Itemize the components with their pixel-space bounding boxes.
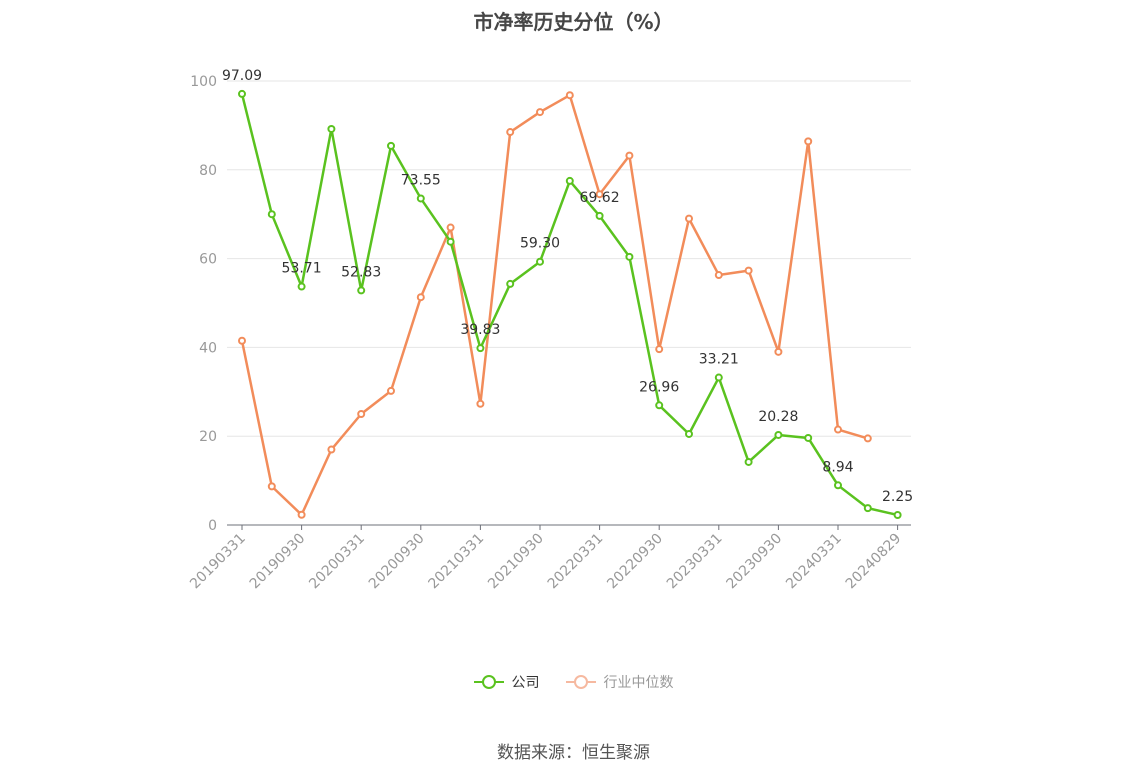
series-layer	[238, 89, 902, 520]
data-label: 73.55	[401, 172, 441, 188]
data-point	[357, 286, 366, 295]
data-point	[595, 190, 604, 199]
data-point	[238, 89, 246, 98]
data-point	[238, 336, 246, 345]
data-label: 33.21	[699, 352, 739, 368]
series-line	[240, 93, 869, 517]
data-label: 69.62	[580, 190, 620, 206]
data-point	[297, 510, 306, 519]
data-point	[655, 401, 664, 410]
data-point	[625, 151, 634, 160]
data-point	[267, 482, 276, 491]
data-point	[327, 124, 336, 133]
data-point	[834, 425, 842, 434]
data-point	[744, 266, 753, 275]
x-tick-label: 20200331	[306, 531, 368, 593]
data-point	[714, 373, 723, 382]
data-label: 26.96	[639, 379, 679, 395]
data-point	[476, 399, 485, 408]
data-label: 53.71	[282, 261, 322, 277]
legend-line-icon	[565, 674, 596, 690]
data-label: 59.30	[520, 236, 560, 252]
x-tick-label: 20220331	[545, 531, 607, 593]
data-point	[536, 257, 544, 266]
data-label: 52.83	[341, 264, 381, 280]
legend: 公司 行业中位数	[0, 672, 1147, 692]
data-point	[655, 345, 664, 354]
y-tick-label: 40	[199, 340, 217, 356]
x-tick-label: 20240829	[843, 531, 905, 593]
x-tick-label: 20200930	[366, 531, 428, 593]
data-label: 97.09	[222, 68, 262, 84]
x-tick-label: 20210930	[485, 531, 547, 593]
y-tick-label: 60	[199, 252, 217, 268]
data-point	[416, 293, 425, 302]
data-point	[565, 176, 574, 185]
x-tick-label: 20210331	[426, 531, 488, 593]
data-point	[804, 433, 813, 442]
data-point	[714, 271, 723, 280]
data-point	[565, 91, 574, 100]
data-point	[804, 137, 813, 146]
series-line	[240, 93, 898, 517]
data-point	[446, 223, 455, 232]
data-point	[625, 252, 634, 261]
x-tick-label: 20230930	[724, 531, 786, 593]
data-label: 20.28	[758, 409, 798, 425]
data-point	[685, 429, 693, 438]
x-tick-label: 20190930	[247, 531, 309, 593]
y-tick-label: 20	[199, 429, 217, 445]
y-tick-label: 80	[199, 163, 217, 179]
data-point	[387, 141, 395, 150]
data-point	[834, 481, 842, 490]
data-point	[357, 410, 366, 418]
data-point	[893, 511, 902, 520]
data-label: 2.25	[882, 489, 913, 505]
data-point	[506, 279, 515, 288]
data-point	[416, 194, 425, 203]
legend-line-icon	[473, 674, 504, 690]
data-label: 39.83	[460, 322, 500, 338]
y-tick-label: 0	[208, 518, 217, 534]
label-layer: 97.09 53.71 52.83 73.55 39.83 59.30 69.62 26.96…	[222, 68, 913, 505]
data-point	[297, 282, 306, 291]
x-tick-label: 20220930	[604, 531, 666, 593]
x-tick-label: 20230331	[664, 531, 726, 593]
data-point	[476, 344, 485, 353]
axis-layer: 0 20 40 60 80 100 2019033120190930202003312020…	[187, 74, 911, 592]
legend-item-company[interactable]: 公司	[473, 672, 540, 692]
data-point	[774, 347, 783, 356]
y-tick-label: 100	[190, 74, 217, 90]
data-point	[744, 457, 753, 466]
x-tick-label: 20190331	[187, 531, 249, 593]
data-point	[446, 237, 455, 246]
data-point	[387, 386, 395, 395]
data-point	[595, 211, 604, 220]
legend-item-industry[interactable]: 行业中位数	[565, 672, 674, 692]
data-point	[536, 108, 544, 117]
data-point	[327, 445, 336, 454]
data-point	[506, 128, 515, 137]
data-point	[863, 504, 872, 513]
data-point	[267, 210, 276, 219]
data-point	[863, 434, 872, 443]
data-point	[774, 430, 783, 439]
legend-label-industry: 行业中位数	[603, 675, 674, 691]
data-point	[685, 214, 693, 223]
chart-title: 市净率历史分位（%）	[473, 10, 674, 34]
x-tick-label: 20240331	[783, 531, 845, 593]
source-note: 数据来源：恒生聚源	[497, 743, 650, 763]
data-label: 8.94	[822, 459, 853, 475]
legend-label-company: 公司	[511, 675, 540, 691]
